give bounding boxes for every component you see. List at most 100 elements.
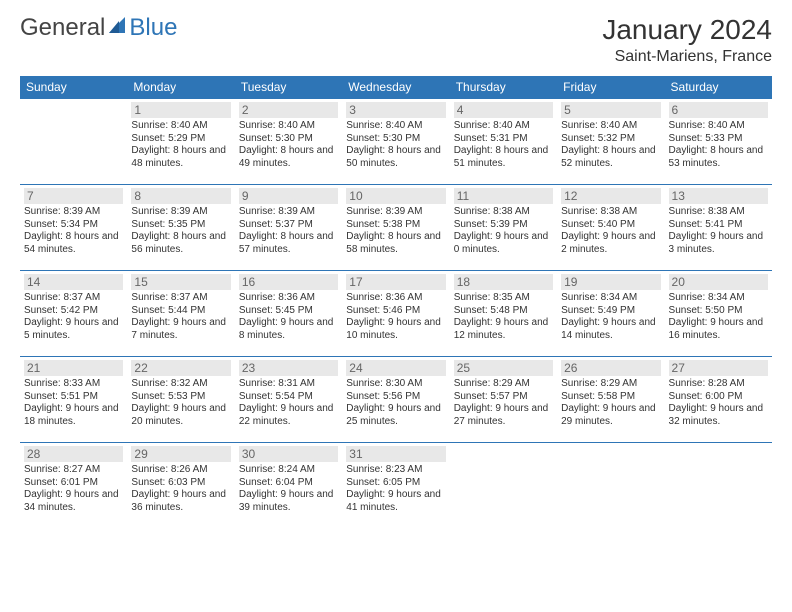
day-number: 7 bbox=[24, 188, 123, 204]
empty-cell bbox=[557, 443, 664, 529]
day-cell: 11Sunrise: 8:38 AMSunset: 5:39 PMDayligh… bbox=[450, 185, 557, 271]
calendar-row: 28Sunrise: 8:27 AMSunset: 6:01 PMDayligh… bbox=[20, 443, 772, 529]
title-block: January 2024 Saint-Mariens, France bbox=[602, 14, 772, 66]
empty-cell bbox=[20, 99, 127, 185]
day-details: Sunrise: 8:40 AMSunset: 5:31 PMDaylight:… bbox=[454, 120, 553, 170]
sail-icon bbox=[107, 14, 127, 42]
day-number: 18 bbox=[454, 274, 553, 290]
day-number: 19 bbox=[561, 274, 660, 290]
daylight-line: Daylight: 9 hours and 39 minutes. bbox=[239, 489, 338, 514]
sunrise-line: Sunrise: 8:26 AM bbox=[131, 464, 230, 477]
sunset-line: Sunset: 6:05 PM bbox=[346, 477, 445, 490]
day-number: 30 bbox=[239, 446, 338, 462]
day-cell: 12 Sunrise: 8:38 AMSunset: 5:40 PMDayligh… bbox=[557, 185, 664, 271]
sunset-line: Sunset: 5:56 PM bbox=[346, 391, 445, 404]
day-cell: 6Sunrise: 8:40 AMSunset: 5:33 PMDaylight… bbox=[665, 99, 772, 185]
daylight-line: Daylight: 9 hours and 8 minutes. bbox=[239, 317, 338, 342]
calendar-row: 14Sunrise: 8:37 AMSunset: 5:42 PMDayligh… bbox=[20, 271, 772, 357]
daylight-line: Daylight: 8 hours and 50 minutes. bbox=[346, 145, 445, 170]
sunrise-line: Sunrise: 8:40 AM bbox=[669, 120, 768, 133]
sunset-line: Sunset: 6:04 PM bbox=[239, 477, 338, 490]
day-cell: 2 Sunrise: 8:40 AMSunset: 5:30 PMDaylight… bbox=[235, 99, 342, 185]
sunrise-line: Sunrise: 8:40 AM bbox=[346, 120, 445, 133]
sunrise-line: Sunrise: 8:36 AM bbox=[346, 292, 445, 305]
day-details: Sunrise: 8:40 AMSunset: 5:33 PMDaylight:… bbox=[669, 120, 768, 170]
day-cell: 15Sunrise: 8:37 AMSunset: 5:44 PMDayligh… bbox=[127, 271, 234, 357]
sunrise-line: Sunrise: 8:24 AM bbox=[239, 464, 338, 477]
empty-cell bbox=[450, 443, 557, 529]
sunrise-line: Sunrise: 8:33 AM bbox=[24, 378, 123, 391]
sunrise-line: Sunrise: 8:30 AM bbox=[346, 378, 445, 391]
daylight-line: Daylight: 9 hours and 12 minutes. bbox=[454, 317, 553, 342]
weekday-header: Thursday bbox=[450, 76, 557, 99]
day-cell: 8 Sunrise: 8:39 AMSunset: 5:35 PMDaylight… bbox=[127, 185, 234, 271]
daylight-line: Daylight: 8 hours and 51 minutes. bbox=[454, 145, 553, 170]
sunrise-line: Sunrise: 8:36 AM bbox=[239, 292, 338, 305]
day-cell: 1Sunrise: 8:40 AMSunset: 5:29 PMDaylight… bbox=[127, 99, 234, 185]
sunset-line: Sunset: 5:51 PM bbox=[24, 391, 123, 404]
sunset-line: Sunset: 5:31 PM bbox=[454, 133, 553, 146]
day-details: Sunrise: 8:40 AMSunset: 5:30 PMDaylight:… bbox=[239, 120, 338, 170]
day-cell: 5Sunrise: 8:40 AMSunset: 5:32 PMDaylight… bbox=[557, 99, 664, 185]
day-number: 8 bbox=[131, 188, 230, 204]
sunrise-line: Sunrise: 8:39 AM bbox=[239, 206, 338, 219]
day-number: 25 bbox=[454, 360, 553, 376]
sunrise-line: Sunrise: 8:34 AM bbox=[561, 292, 660, 305]
sunset-line: Sunset: 5:57 PM bbox=[454, 391, 553, 404]
month-title: January 2024 bbox=[602, 14, 772, 46]
sunrise-line: Sunrise: 8:29 AM bbox=[561, 378, 660, 391]
calendar-table: Sunday Monday Tuesday Wednesday Thursday… bbox=[20, 76, 772, 529]
sunset-line: Sunset: 5:38 PM bbox=[346, 219, 445, 232]
day-details: Sunrise: 8:26 AMSunset: 6:03 PMDaylight:… bbox=[131, 464, 230, 514]
day-number: 31 bbox=[346, 446, 445, 462]
day-number: 12 bbox=[561, 188, 660, 204]
logo-text-general: General bbox=[20, 14, 105, 42]
day-number: 17 bbox=[346, 274, 445, 290]
day-number: 2 bbox=[239, 102, 338, 118]
daylight-line: Daylight: 9 hours and 18 minutes. bbox=[24, 403, 123, 428]
sunset-line: Sunset: 5:58 PM bbox=[561, 391, 660, 404]
header: General Blue January 2024 Saint-Mariens,… bbox=[20, 14, 772, 66]
calendar-row: 7 Sunrise: 8:39 AM Sunset: 5:34 PM Daylight… bbox=[20, 185, 772, 271]
calendar-body: 1Sunrise: 8:40 AMSunset: 5:29 PMDaylight… bbox=[20, 99, 772, 529]
day-cell: 26Sunrise: 8:29 AMSunset: 5:58 PMDayligh… bbox=[557, 357, 664, 443]
sunset-line: Sunset: 5:34 PM bbox=[24, 219, 123, 232]
day-details: Sunrise: 8:36 AMSunset: 5:45 PMDaylight:… bbox=[239, 292, 338, 342]
day-cell: 10Sunrise: 8:39 AMSunset: 5:38 PMDayligh… bbox=[342, 185, 449, 271]
sunrise-line: Sunrise: 8:40 AM bbox=[239, 120, 338, 133]
sunset-line: Sunset: 5:49 PM bbox=[561, 305, 660, 318]
daylight-line: Daylight: 8 hours and 56 minutes. bbox=[131, 231, 230, 256]
day-details: Sunrise: 8:38 AMSunset: 5:40 PMDaylight:… bbox=[561, 206, 660, 256]
day-details: Sunrise: 8:37 AMSunset: 5:42 PMDaylight:… bbox=[24, 292, 123, 342]
sunset-line: Sunset: 5:48 PM bbox=[454, 305, 553, 318]
sunset-line: Sunset: 6:01 PM bbox=[24, 477, 123, 490]
daylight-line: Daylight: 8 hours and 57 minutes. bbox=[239, 231, 338, 256]
day-details: Sunrise: 8:30 AMSunset: 5:56 PMDaylight:… bbox=[346, 378, 445, 428]
daylight-line: Daylight: 9 hours and 7 minutes. bbox=[131, 317, 230, 342]
sunset-line: Sunset: 5:44 PM bbox=[131, 305, 230, 318]
day-details: Sunrise: 8:40 AMSunset: 5:32 PMDaylight:… bbox=[561, 120, 660, 170]
daylight-line: Daylight: 9 hours and 25 minutes. bbox=[346, 403, 445, 428]
calendar-row: 21Sunrise: 8:33 AMSunset: 5:51 PMDayligh… bbox=[20, 357, 772, 443]
day-cell: 7Sunrise: 8:39 AMSunset: 5:34 PMDaylight… bbox=[20, 185, 127, 271]
day-number: 3 bbox=[346, 102, 445, 118]
sunset-line: Sunset: 5:35 PM bbox=[131, 219, 230, 232]
day-details: Sunrise: 8:24 AMSunset: 6:04 PMDaylight:… bbox=[239, 464, 338, 514]
sunrise-line: Sunrise: 8:38 AM bbox=[669, 206, 768, 219]
day-number: 24 bbox=[346, 360, 445, 376]
day-details: Sunrise: 8:37 AMSunset: 5:44 PMDaylight:… bbox=[131, 292, 230, 342]
sunset-line: Sunset: 5:30 PM bbox=[239, 133, 338, 146]
sunrise-line: Sunrise: 8:35 AM bbox=[454, 292, 553, 305]
daylight-line: Daylight: 8 hours and 52 minutes. bbox=[561, 145, 660, 170]
day-details: Sunrise: 8:40 AMSunset: 5:30 PMDaylight:… bbox=[346, 120, 445, 170]
sunrise-line: Sunrise: 8:40 AM bbox=[454, 120, 553, 133]
empty-cell bbox=[665, 443, 772, 529]
day-number: 10 bbox=[346, 188, 445, 204]
sunrise-line: Sunrise: 8:31 AM bbox=[239, 378, 338, 391]
sunset-line: Sunset: 5:54 PM bbox=[239, 391, 338, 404]
sunrise-line: Sunrise: 8:39 AM bbox=[131, 206, 230, 219]
day-details: Sunrise: 8:29 AMSunset: 5:58 PMDaylight:… bbox=[561, 378, 660, 428]
day-number: 29 bbox=[131, 446, 230, 462]
day-cell: 25Sunrise: 8:29 AMSunset: 5:57 PMDayligh… bbox=[450, 357, 557, 443]
day-cell: 9Sunrise: 8:39 AMSunset: 5:37 PMDaylight… bbox=[235, 185, 342, 271]
